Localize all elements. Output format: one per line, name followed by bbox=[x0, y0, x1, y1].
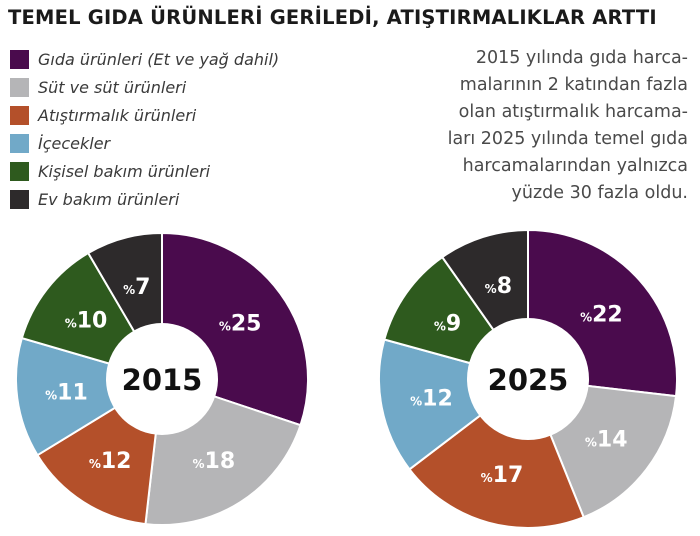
note-line: malarının 2 katından fazla bbox=[459, 75, 688, 95]
slice-value-label: %8 bbox=[485, 274, 512, 299]
legend-swatch-icecek bbox=[10, 133, 29, 153]
legend-label-icecek: İçecekler bbox=[38, 133, 111, 153]
legend-item-gida: Gıda ürünleri (Et ve yağ dahil) bbox=[10, 45, 279, 73]
slice-value-label: %22 bbox=[580, 303, 623, 328]
note-line: olan atıştırmalık harcama- bbox=[458, 102, 688, 122]
slice-value-label: %25 bbox=[219, 312, 262, 337]
legend-item-sut: Süt ve süt ürünleri bbox=[10, 73, 279, 101]
slice-value-label: %12 bbox=[89, 449, 132, 474]
note-line: harcamalarından yalnızca bbox=[462, 156, 688, 176]
legend-swatch-atistirmalik bbox=[10, 105, 29, 125]
legend-swatch-kisisel bbox=[10, 161, 29, 181]
slice-value-label: %17 bbox=[481, 463, 524, 488]
donut-center-year: 2025 bbox=[488, 363, 569, 397]
legend-swatch-gida bbox=[10, 49, 29, 69]
slice-value-label: %10 bbox=[65, 309, 108, 334]
slice-value-label: %11 bbox=[45, 381, 88, 406]
donut-center-year: 2015 bbox=[122, 363, 203, 397]
legend-label-gida: Gıda ürünleri (Et ve yağ dahil) bbox=[38, 49, 280, 69]
slice-value-label: %9 bbox=[434, 311, 461, 336]
donut-hole bbox=[467, 318, 589, 440]
legend-label-atistirmalik: Atıştırmalık ürünleri bbox=[38, 105, 197, 125]
legend-swatch-ev bbox=[10, 189, 29, 209]
legend-label-ev: Ev bakım ürünleri bbox=[38, 189, 180, 209]
legend-label-kisisel: Kişisel bakım ürünleri bbox=[38, 161, 211, 181]
note-line: 2015 yılında gıda harca- bbox=[475, 48, 688, 68]
slice-value-label: %18 bbox=[192, 449, 235, 474]
chart-title: TEMEL GIDA ÜRÜNLERİ GERİLEDİ, ATIŞTIRMAL… bbox=[8, 6, 657, 29]
pie-slice bbox=[15, 336, 165, 457]
slice-value-label: %14 bbox=[585, 428, 628, 453]
legend: Gıda ürünleri (Et ve yağ dahil) Süt ve s… bbox=[10, 45, 279, 213]
legend-item-atistirmalik: Atıştırmalık ürünleri bbox=[10, 101, 279, 129]
legend-item-ev: Ev bakım ürünleri bbox=[10, 185, 279, 213]
note-line: ları 2025 yılında temel gıda bbox=[447, 129, 688, 149]
legend-item-kisisel: Kişisel bakım ürünleri bbox=[10, 157, 279, 185]
legend-label-sut: Süt ve süt ürünleri bbox=[38, 77, 187, 97]
legend-swatch-sut bbox=[10, 77, 29, 97]
legend-item-icecek: İçecekler bbox=[10, 129, 279, 157]
donut-hole bbox=[106, 323, 218, 435]
slice-value-label: %7 bbox=[123, 275, 150, 300]
annotation-note: 2015 yılında gıda harca- malarının 2 kat… bbox=[398, 45, 688, 207]
note-line: yüzde 30 fazla oldu. bbox=[511, 183, 688, 203]
slice-value-label: %12 bbox=[410, 387, 453, 412]
